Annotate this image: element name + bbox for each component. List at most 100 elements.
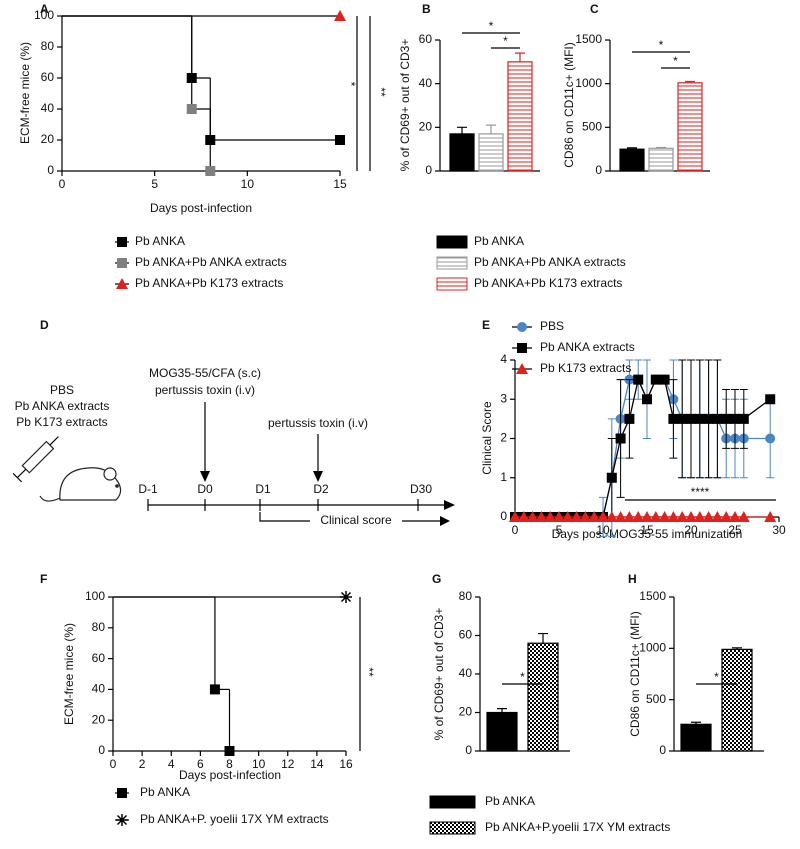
significance-label: * (489, 19, 494, 33)
y-tick-label: 60 (92, 651, 106, 665)
legend-label: Pb ANKA (140, 785, 190, 799)
point (633, 374, 644, 385)
y-tick-label: 20 (41, 132, 55, 146)
y-axis-label: ECM-free mice (%) (18, 42, 32, 144)
point (606, 472, 617, 483)
arrowhead (313, 471, 323, 482)
legend-marker (117, 258, 127, 268)
significance-label: ** (362, 667, 376, 677)
bar (619, 148, 645, 172)
panel-letter: A (40, 2, 49, 16)
x-tick-label: 0 (512, 523, 519, 537)
significance-label: * (344, 82, 358, 87)
y-tick-label: 1500 (575, 32, 602, 46)
point (553, 511, 565, 522)
legend-label: Pb ANKA+Pb K173 extracts (474, 276, 622, 290)
y-tick-label: 20 (459, 705, 473, 719)
readout-label: Clinical score (320, 513, 392, 527)
point (641, 511, 653, 522)
point (334, 10, 346, 21)
mouse-tail (39, 495, 61, 502)
point (335, 135, 345, 145)
point (632, 511, 645, 522)
point (703, 413, 714, 424)
mouse-ear (103, 467, 117, 481)
point (668, 413, 679, 424)
point (526, 511, 539, 522)
error-bar (538, 632, 548, 644)
timeline-label: D1 (255, 482, 271, 496)
legend-marker (517, 322, 527, 332)
x-tick-label: 14 (310, 757, 324, 771)
legend-label: Pb ANKA+P. yoelii 17X YM extracts (140, 812, 329, 826)
point (711, 511, 724, 522)
mouse (39, 467, 122, 502)
x-tick-label: 5 (151, 177, 158, 191)
point (614, 511, 627, 522)
legend-label: Pb K173 extracts (540, 361, 631, 375)
legend-label: Pb ANKA+Pb K173 extracts (135, 276, 283, 290)
legend-marker (117, 788, 127, 798)
x-tick-label: 5 (556, 523, 563, 537)
y-tick-label: 40 (41, 101, 55, 115)
y-axis-label: % of CD69+ out of CD3+ (432, 608, 446, 741)
x-tick-label: 25 (728, 523, 742, 537)
y-tick-label: 0 (595, 163, 602, 177)
panel-letter: H (628, 572, 637, 586)
point (579, 511, 592, 522)
point (561, 511, 574, 522)
legend-swatch (436, 235, 468, 249)
y-tick-label: 4 (500, 352, 507, 366)
point (623, 511, 636, 522)
panel-letter: B (422, 2, 431, 16)
y-tick-label: 1 (500, 470, 507, 484)
significance-label: * (714, 670, 719, 684)
syringe-needle (49, 436, 59, 446)
y-axis-label: CD86 on CD11c+ (MFI) (628, 611, 642, 736)
bar (648, 147, 674, 172)
legend-swatch (436, 277, 468, 291)
x-tick-label: 12 (281, 757, 295, 771)
syringe-plunger (16, 468, 27, 479)
bar (527, 642, 559, 752)
significance-label: **** (691, 485, 710, 499)
point (765, 433, 776, 444)
point (642, 394, 652, 405)
legend-swatch (436, 256, 468, 270)
significance-label: * (673, 54, 678, 68)
legend-label: PBS (540, 319, 564, 333)
step-label: MOG35-55/CFA (s.c) (149, 366, 261, 380)
timeline-label: D30 (410, 482, 432, 496)
y-tick-label: 60 (419, 32, 433, 46)
significance-label: * (659, 38, 664, 52)
y-tick-label: 40 (459, 666, 473, 680)
point (685, 511, 697, 522)
point (721, 413, 732, 424)
x-axis-label: Days post-infection (179, 768, 281, 782)
y-tick-label: 100 (85, 589, 105, 603)
error-bar (457, 126, 467, 134)
point (712, 413, 723, 424)
point (205, 166, 216, 176)
point (649, 511, 662, 522)
diagram: D PBS Pb ANKA extracts Pb K173 extracts … (12, 318, 455, 527)
legend-swatch (429, 821, 476, 835)
bar (507, 61, 533, 172)
y-tick-label: 0 (98, 743, 105, 757)
readout-bracket (259, 512, 440, 522)
point (702, 511, 715, 522)
y-axis-label: Clinical Score (480, 401, 494, 475)
y-tick-label: 20 (92, 712, 106, 726)
syringe-plunger (12, 472, 23, 483)
significance-label: ** (374, 87, 388, 97)
arrowhead (444, 500, 455, 510)
arrowhead (200, 471, 210, 482)
point (588, 511, 601, 522)
point (693, 511, 706, 522)
point (659, 374, 670, 385)
panel-letter: E (482, 318, 490, 332)
point (667, 511, 680, 522)
legend-marker (516, 363, 528, 374)
timeline-label: D-1 (138, 482, 158, 496)
